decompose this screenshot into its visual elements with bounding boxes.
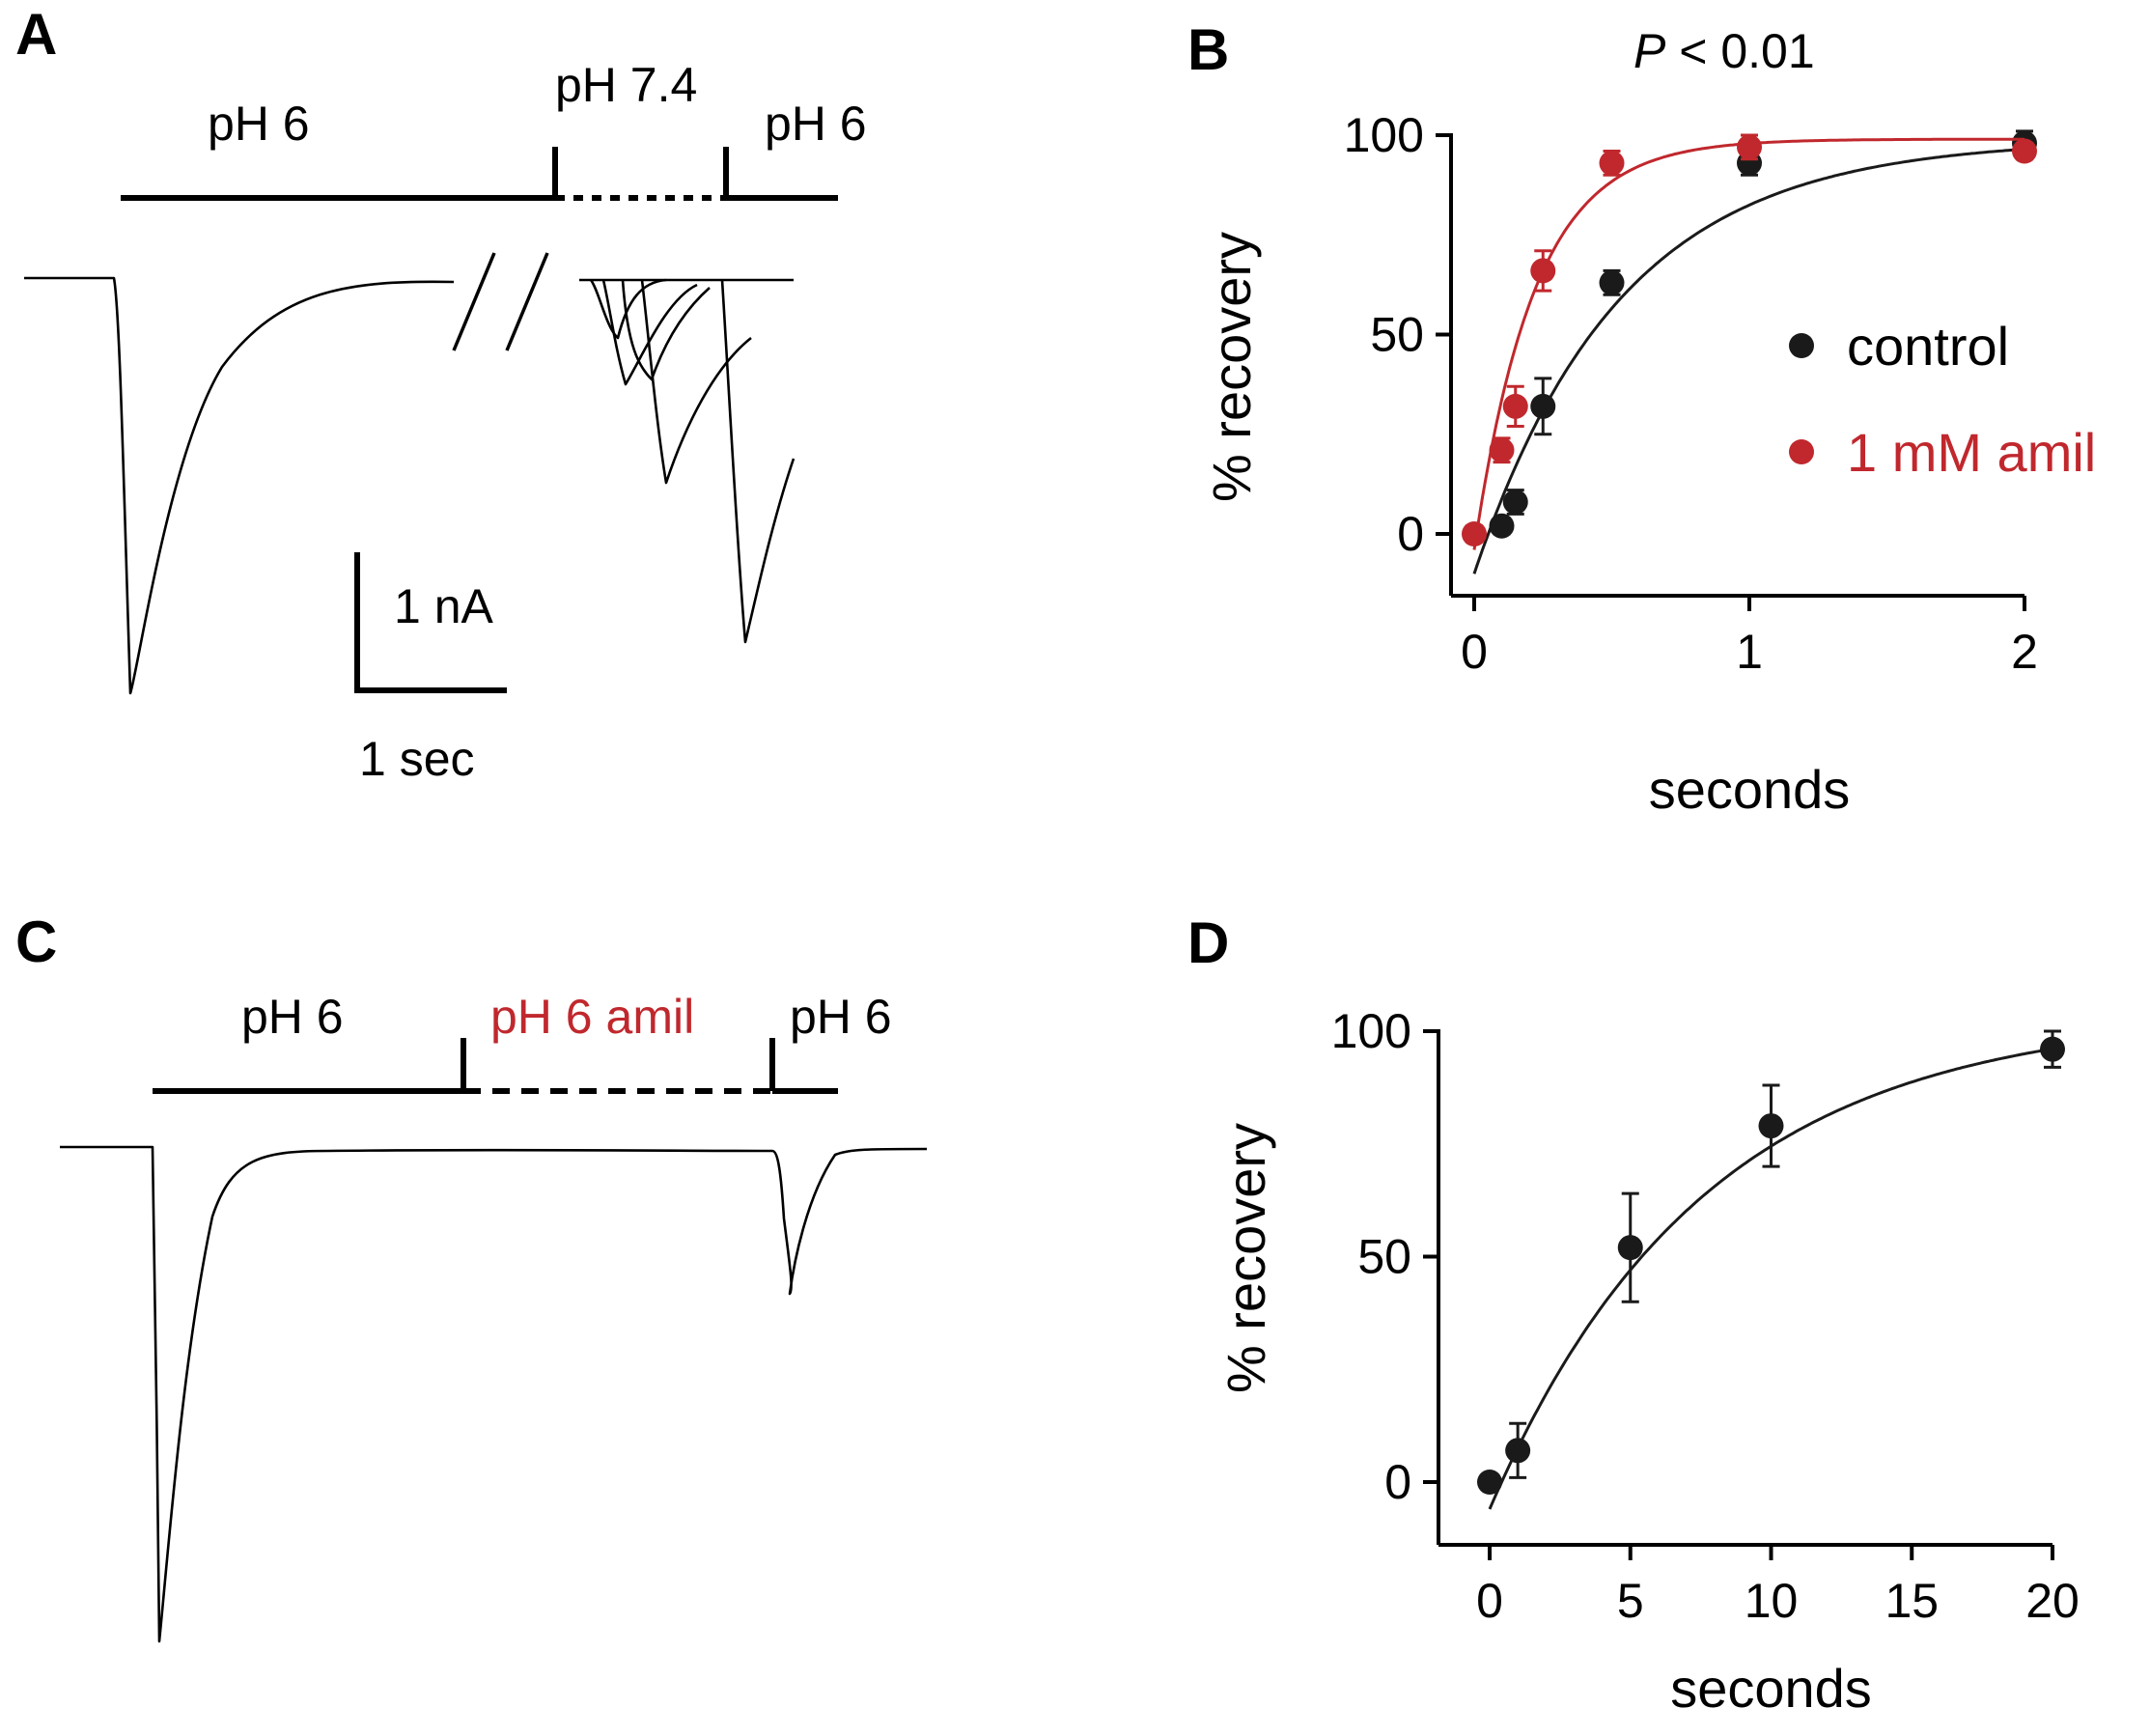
data-point	[2040, 1036, 2065, 1062]
protocol-label-ph6-amil: pH 6 amil	[490, 990, 694, 1044]
data-point	[1462, 521, 1487, 546]
recovery-chart-b: 0 50 100 0 1 2 seconds % recovery	[1201, 108, 2038, 820]
data-point	[2012, 138, 2037, 164]
protocol-label-ph6-last-c: pH 6	[790, 990, 892, 1044]
x-tick-label: 15	[1885, 1574, 1939, 1628]
panel-label-c: C	[15, 910, 57, 974]
scale-label-time: 1 sec	[359, 732, 475, 786]
data-point	[1505, 1438, 1531, 1464]
legend-marker-amil	[1789, 439, 1814, 464]
data-point	[1502, 489, 1528, 515]
panel-label-d: D	[1187, 910, 1229, 975]
fit-curve-control	[1472, 148, 2025, 574]
protocol-label-ph7-4: pH 7.4	[555, 58, 697, 112]
x-tick-label: 0	[1461, 625, 1488, 679]
x-axis-title: seconds	[1670, 1658, 1872, 1719]
protocol-label-ph6-first-c: pH 6	[241, 990, 344, 1044]
p-value-label: P < 0.01	[1633, 24, 1815, 78]
data-point	[1530, 393, 1556, 419]
panel-label-b: B	[1187, 17, 1229, 82]
scale-label-current: 1 nA	[394, 579, 494, 633]
y-axis-title: % recovery	[1201, 232, 1262, 502]
y-tick-label: 0	[1397, 507, 1424, 561]
legend-label-control: control	[1847, 316, 2009, 377]
panel-label-a: A	[15, 2, 57, 67]
data-point	[1599, 150, 1625, 176]
legend-b: control 1 mM amil	[1789, 316, 2096, 483]
y-tick-label: 50	[1370, 308, 1424, 362]
x-tick-label: 20	[2025, 1574, 2080, 1628]
y-tick-label: 50	[1357, 1230, 1411, 1284]
data-point	[1758, 1113, 1784, 1139]
legend-marker-control	[1789, 333, 1814, 358]
axis-break-mark	[505, 252, 549, 351]
data-point	[1489, 513, 1515, 539]
protocol-label-ph6-last: pH 6	[765, 97, 867, 151]
protocol-bar-a	[121, 147, 838, 201]
data-point	[1477, 1470, 1502, 1495]
data-point	[1599, 269, 1625, 295]
x-tick-label: 10	[1745, 1574, 1799, 1628]
data-point	[1737, 134, 1762, 160]
protocol-label-ph6-first: pH 6	[208, 97, 310, 151]
data-point	[1617, 1235, 1643, 1261]
axis-break-mark	[452, 252, 496, 351]
current-trace-c	[60, 1145, 928, 1643]
x-tick-label: 2	[2011, 625, 2038, 679]
data-point	[1502, 393, 1528, 419]
data-point	[1530, 258, 1556, 284]
x-axis-title: seconds	[1649, 759, 1851, 820]
x-tick-label: 5	[1617, 1574, 1644, 1628]
protocol-bar-c	[153, 1038, 838, 1094]
legend-label-amil: 1 mM amil	[1847, 422, 2096, 483]
y-tick-label: 0	[1384, 1455, 1411, 1509]
recovery-chart-d: 0 50 100 0 5 10 15 20 seconds % recovery	[1215, 1004, 2080, 1719]
y-tick-label: 100	[1344, 108, 1424, 162]
current-trace-a	[24, 252, 796, 695]
scale-bar	[354, 552, 507, 693]
y-axis-title: % recovery	[1215, 1123, 1276, 1393]
x-tick-label: 1	[1736, 625, 1763, 679]
x-tick-label: 0	[1476, 1574, 1503, 1628]
y-tick-label: 100	[1331, 1004, 1411, 1058]
data-point	[1489, 437, 1515, 463]
